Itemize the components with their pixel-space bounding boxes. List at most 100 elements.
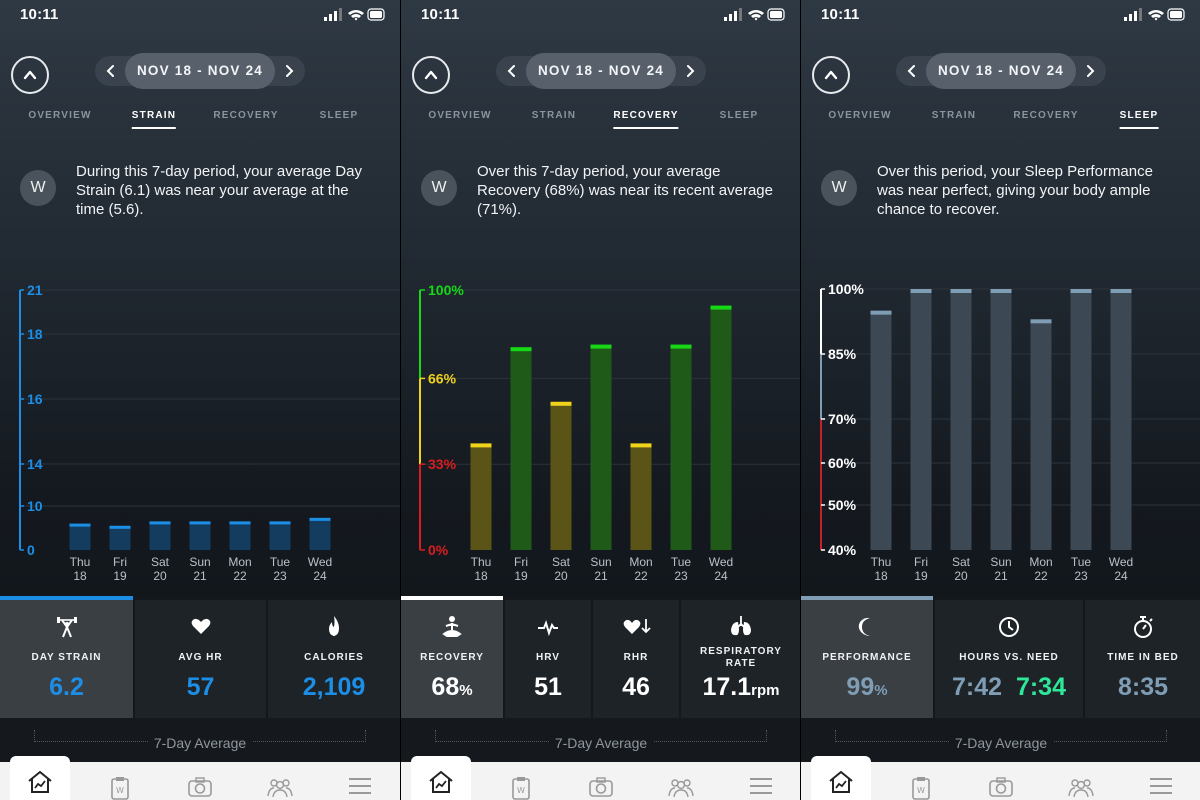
sleep-bar [950, 289, 972, 550]
bottom-nav: W [801, 756, 1200, 800]
date-range[interactable]: NOV 18 - NOV 24 [926, 53, 1076, 89]
nav-camera[interactable] [971, 762, 1031, 800]
tab-strain[interactable]: STRAIN [931, 110, 977, 121]
sleep-bar-cap [990, 289, 1012, 293]
date-navigator: NOV 18 - NOV 24 [896, 53, 1106, 89]
metric-respiratory-rate[interactable]: RESPIRATORY RATE 17.1rpm [681, 600, 800, 718]
prev-week-button[interactable] [498, 56, 526, 86]
metric-hours-vs-need[interactable]: HOURS VS. NEED 7:42 7:34 [935, 600, 1083, 718]
day-number: 22 [233, 569, 247, 583]
tab-strain[interactable]: STRAIN [531, 110, 577, 121]
whoop-logo-icon: W [821, 170, 857, 206]
average-row: 7-Day Average [401, 718, 800, 762]
metric-value: 6.2 [49, 673, 84, 701]
strain-bar [149, 521, 171, 550]
tab-recovery[interactable]: RECOVERY [1013, 110, 1079, 121]
tab-sleep[interactable]: SLEEP [1119, 110, 1159, 129]
nav-menu[interactable] [731, 762, 791, 800]
strain-bar-cap [109, 525, 131, 529]
collapse-button[interactable] [11, 56, 49, 94]
nav-teams[interactable] [1051, 762, 1111, 800]
metric-recovery[interactable]: RECOVERY 68% [401, 600, 503, 718]
tab-sleep[interactable]: SLEEP [719, 110, 759, 121]
metric-day-strain[interactable]: DAY STRAIN 6.2 [0, 600, 133, 718]
day-number: 24 [313, 569, 327, 583]
metric-hrv[interactable]: HRV 51 [505, 600, 591, 718]
tab-recovery[interactable]: RECOVERY [213, 110, 279, 121]
collapse-button[interactable] [412, 56, 450, 94]
y-tick-label: 16 [27, 391, 43, 407]
weightlifter-icon [56, 617, 77, 638]
metric-value: 57 [186, 673, 215, 701]
metric-value: 46 [622, 673, 650, 701]
metric-value: 68% [401, 673, 503, 702]
recovery-bar-cap [710, 305, 732, 310]
next-week-button[interactable] [676, 56, 704, 86]
metric-label-line2: RATE [725, 658, 757, 669]
metric-avg-hr[interactable]: AVG HR 57 [135, 600, 266, 718]
tab-overview[interactable]: OVERVIEW [428, 110, 492, 121]
day-label: Thu [70, 555, 91, 569]
next-week-button[interactable] [1076, 56, 1104, 86]
prev-week-button[interactable] [898, 56, 926, 86]
y-tick-label: 18 [27, 326, 43, 342]
nav-home[interactable] [411, 756, 471, 800]
selected-indicator [401, 596, 503, 601]
metric-rhr[interactable]: RHR 46 [593, 600, 679, 718]
whoop-logo-icon: W [20, 170, 56, 206]
date-range[interactable]: NOV 18 - NOV 24 [526, 53, 676, 89]
day-number: 19 [914, 569, 928, 583]
prev-week-button[interactable] [97, 56, 125, 86]
moon-icon [858, 617, 870, 636]
tab-strain[interactable]: STRAIN [131, 110, 177, 129]
nav-menu[interactable] [1131, 762, 1191, 800]
nav-camera[interactable] [571, 762, 631, 800]
strain-bar-chart: 01014161821Thu18Fri19Sat20Sun21Mon22Tue2… [19, 282, 400, 583]
status-time: 10:11 [821, 6, 860, 23]
metric-time-in-bed[interactable]: TIME IN BED 8:35 [1085, 600, 1200, 718]
nav-journal[interactable]: W [491, 762, 551, 800]
day-label: Mon [228, 555, 251, 569]
nav-journal[interactable]: W [90, 762, 150, 800]
status-bar: 10:11 [801, 0, 1200, 30]
nav-teams[interactable] [651, 762, 711, 800]
nav-camera[interactable] [170, 762, 230, 800]
day-label: Sun [990, 555, 1011, 569]
sleep-bar [1070, 289, 1092, 550]
summary-card: W During this 7-day period, your average… [20, 162, 380, 232]
clipboard-icon: W [111, 777, 129, 800]
nav-journal[interactable]: W [891, 762, 951, 800]
day-label: Sat [151, 555, 170, 569]
pulse-icon [538, 619, 558, 637]
next-week-button[interactable] [275, 56, 303, 86]
nav-menu[interactable] [330, 762, 390, 800]
y-tick-label: 0 [27, 542, 35, 558]
metric-calories[interactable]: CALORIES 2,109 [268, 600, 400, 718]
nav-home[interactable] [811, 756, 871, 800]
metrics-panel: RECOVERY 68% HRV 51 RHR 46 RESPIRATORY RA… [401, 596, 800, 718]
strain-bar [309, 517, 331, 550]
metric-number: 17.1 [702, 673, 752, 701]
metric-unit: % [459, 682, 473, 699]
tab-overview[interactable]: OVERVIEW [828, 110, 892, 121]
collapse-button[interactable] [812, 56, 850, 94]
metric-performance[interactable]: PERFORMANCE 99% [801, 600, 933, 718]
meditation-icon [442, 616, 462, 637]
tab-overview[interactable]: OVERVIEW [28, 110, 92, 121]
strain-bar [69, 523, 91, 550]
flame-icon [329, 616, 339, 636]
nav-teams[interactable] [250, 762, 310, 800]
nav-home[interactable] [10, 756, 70, 800]
tab-sleep[interactable]: SLEEP [319, 110, 359, 121]
metric-label: RHR [623, 652, 649, 663]
hamburger-menu-icon [1150, 778, 1172, 794]
date-range[interactable]: NOV 18 - NOV 24 [125, 53, 275, 89]
metric-label: AVG HR [178, 652, 223, 663]
y-tick-label: 14 [27, 456, 43, 472]
chevron-left-icon [106, 65, 114, 77]
selected-indicator [0, 596, 133, 601]
tab-recovery[interactable]: RECOVERY [613, 110, 680, 129]
sleep-screen: 10:11 NOV 18 - NOV 24 OVERVIEW STRAIN RE… [800, 0, 1200, 800]
day-number: 20 [954, 569, 968, 583]
